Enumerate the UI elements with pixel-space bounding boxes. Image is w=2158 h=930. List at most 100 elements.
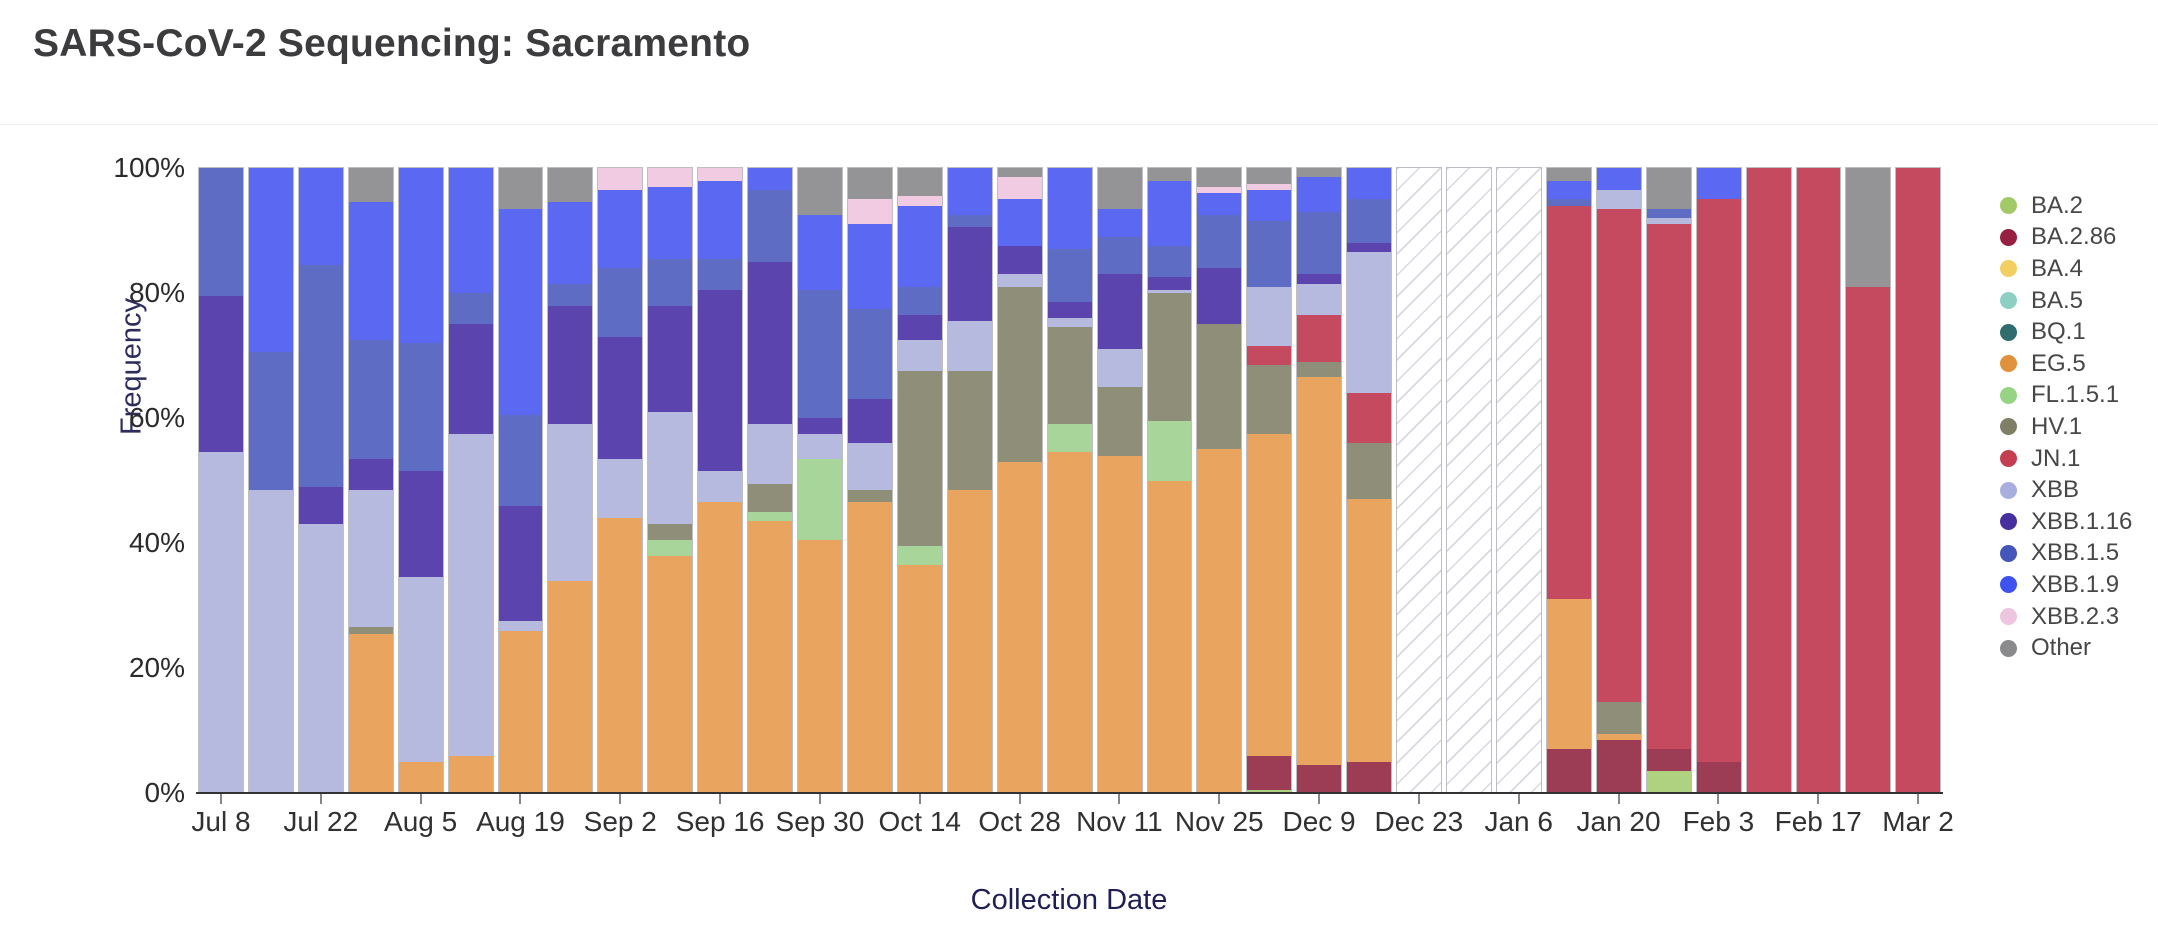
segment-hv-1[interactable]	[1197, 324, 1242, 450]
segment-ba-2[interactable]	[1646, 771, 1691, 793]
segment-ba-2-86[interactable]	[1596, 739, 1641, 793]
segment-xbb[interactable]	[748, 424, 793, 484]
segment-xbb-1-5[interactable]	[1546, 199, 1591, 206]
segment-ba-2-86[interactable]	[1546, 749, 1591, 793]
legend-item-xbb[interactable]: XBB	[2000, 474, 2132, 506]
segment-xbb-1-5[interactable]	[1247, 221, 1292, 287]
bar-feb-3[interactable]	[1696, 168, 1741, 793]
segment-other[interactable]	[997, 168, 1042, 178]
segment-xbb-1-16[interactable]	[798, 418, 842, 434]
bar-aug-19[interactable]	[498, 168, 543, 793]
segment-fl-1-5-1[interactable]	[897, 546, 942, 565]
segment-xbb[interactable]	[398, 577, 443, 762]
segment-eg-5[interactable]	[1596, 733, 1641, 740]
segment-xbb-1-9[interactable]	[1197, 193, 1242, 215]
bar-aug-5[interactable]	[398, 168, 443, 793]
legend-item-ba-2-86[interactable]: BA.2.86	[2000, 222, 2132, 254]
segment-xbb-1-9[interactable]	[448, 168, 493, 293]
segment-ba-2-86[interactable]	[1247, 755, 1292, 790]
segment-xbb-1-9[interactable]	[1147, 180, 1192, 247]
segment-xbb-1-5[interactable]	[398, 343, 443, 472]
segment-xbb-2-3[interactable]	[1197, 186, 1242, 193]
segment-hv-1[interactable]	[648, 524, 693, 540]
segment-xbb-1-9[interactable]	[648, 186, 693, 259]
segment-xbb-1-9[interactable]	[897, 205, 942, 287]
segment-other[interactable]	[847, 168, 892, 200]
segment-xbb[interactable]	[498, 621, 543, 631]
segment-xbb[interactable]	[997, 274, 1042, 287]
segment-jn-1[interactable]	[1596, 208, 1641, 703]
segment-xbb-1-16[interactable]	[199, 296, 243, 453]
segment-xbb-1-16[interactable]	[648, 305, 693, 412]
segment-ba-2-86[interactable]	[1347, 761, 1392, 793]
bar-nov-25[interactable]	[1197, 168, 1242, 793]
segment-xbb-2-3[interactable]	[598, 168, 643, 190]
segment-ba-2[interactable]	[1247, 789, 1292, 793]
legend-item-fl-1-5-1[interactable]: FL.1.5.1	[2000, 380, 2132, 412]
bar-no-data-jan-6[interactable]	[1496, 168, 1541, 793]
segment-xbb-2-3[interactable]	[1247, 183, 1292, 190]
segment-xbb-1-9[interactable]	[598, 189, 643, 268]
segment-eg-5[interactable]	[997, 461, 1042, 793]
segment-xbb-2-3[interactable]	[847, 199, 892, 225]
segment-jn-1[interactable]	[1746, 168, 1791, 793]
segment-xbb-1-5[interactable]	[748, 189, 793, 262]
bar-jul-15[interactable]	[248, 168, 293, 793]
segment-xbb[interactable]	[199, 452, 243, 793]
segment-eg-5[interactable]	[548, 580, 593, 793]
segment-eg-5[interactable]	[1147, 480, 1192, 793]
segment-xbb-1-5[interactable]	[1197, 214, 1242, 268]
segment-xbb[interactable]	[1596, 189, 1641, 209]
segment-xbb[interactable]	[448, 433, 493, 756]
segment-xbb-1-5[interactable]	[248, 352, 293, 490]
segment-hv-1[interactable]	[348, 627, 393, 634]
segment-xbb-1-9[interactable]	[348, 202, 393, 340]
segment-xbb-1-16[interactable]	[947, 227, 992, 322]
segment-xbb-1-5[interactable]	[1646, 208, 1691, 218]
segment-hv-1[interactable]	[1247, 364, 1292, 434]
segment-xbb[interactable]	[1247, 286, 1292, 347]
legend-item-bq-1[interactable]: BQ.1	[2000, 316, 2132, 348]
segment-xbb-1-9[interactable]	[947, 168, 992, 215]
bar-aug-26[interactable]	[548, 168, 593, 793]
segment-eg-5[interactable]	[847, 502, 892, 793]
bar-no-data-dec-30[interactable]	[1447, 168, 1491, 793]
segment-xbb-1-9[interactable]	[248, 168, 293, 353]
segment-eg-5[interactable]	[947, 489, 992, 793]
segment-xbb-1-5[interactable]	[348, 339, 393, 459]
segment-ba-2-86[interactable]	[1696, 761, 1741, 793]
bar-sep-30[interactable]	[798, 168, 842, 793]
segment-jn-1[interactable]	[1646, 224, 1691, 750]
segment-other[interactable]	[1546, 168, 1591, 181]
segment-xbb-1-9[interactable]	[1097, 208, 1142, 237]
segment-other[interactable]	[1297, 168, 1342, 178]
segment-xbb[interactable]	[698, 471, 743, 503]
legend-item-jn-1[interactable]: JN.1	[2000, 443, 2132, 475]
segment-xbb-1-9[interactable]	[1247, 189, 1292, 222]
segment-eg-5[interactable]	[748, 521, 793, 793]
segment-xbb[interactable]	[248, 489, 293, 793]
bar-mar-2[interactable]	[1896, 168, 1941, 793]
segment-xbb-1-5[interactable]	[648, 258, 693, 306]
segment-xbb-1-16[interactable]	[897, 314, 942, 340]
segment-xbb-1-16[interactable]	[698, 289, 743, 472]
segment-xbb-1-9[interactable]	[548, 202, 593, 284]
bar-feb-24[interactable]	[1846, 168, 1891, 793]
segment-other[interactable]	[1846, 168, 1891, 287]
segment-xbb[interactable]	[947, 321, 992, 372]
segment-jn-1[interactable]	[1796, 168, 1841, 793]
segment-eg-5[interactable]	[1546, 599, 1591, 750]
segment-xbb-1-16[interactable]	[298, 486, 343, 525]
segment-xbb[interactable]	[348, 489, 393, 628]
segment-xbb-1-9[interactable]	[1297, 177, 1342, 212]
segment-xbb-1-16[interactable]	[448, 324, 493, 434]
segment-xbb-1-9[interactable]	[398, 168, 443, 343]
segment-xbb-1-5[interactable]	[847, 308, 892, 400]
segment-xbb-1-16[interactable]	[1297, 274, 1342, 284]
legend-item-eg-5[interactable]: EG.5	[2000, 348, 2132, 380]
segment-xbb-1-5[interactable]	[698, 258, 743, 290]
segment-xbb-2-3[interactable]	[698, 168, 743, 181]
segment-eg-5[interactable]	[897, 564, 942, 793]
segment-other[interactable]	[897, 168, 942, 197]
legend-item-xbb-2-3[interactable]: XBB.2.3	[2000, 601, 2132, 633]
